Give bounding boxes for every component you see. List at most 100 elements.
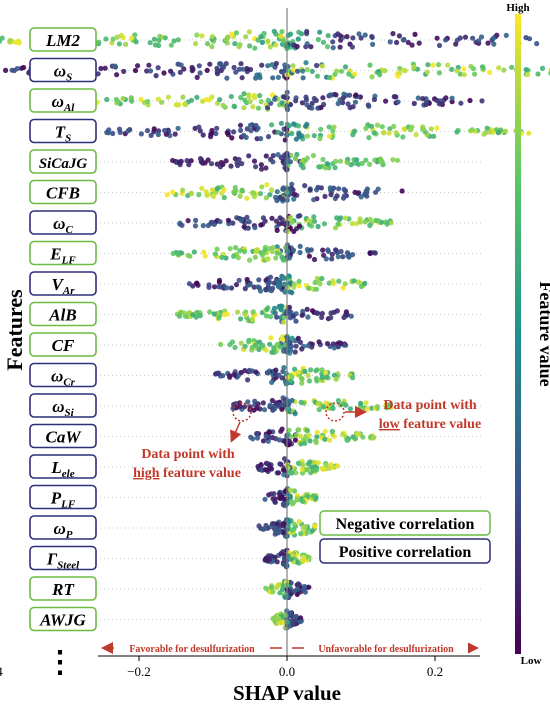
shap-point (309, 528, 315, 534)
shap-point (270, 588, 276, 595)
shap-point (484, 125, 490, 131)
shap-point (217, 61, 223, 67)
shap-point (400, 134, 406, 140)
shap-point (425, 62, 431, 68)
shap-point (262, 407, 268, 413)
shap-point (297, 433, 303, 439)
shap-point (171, 38, 177, 44)
shap-point (338, 248, 344, 255)
shap-point (335, 463, 341, 469)
shap-point (271, 28, 277, 34)
shap-point (259, 252, 266, 258)
shap-point (323, 462, 329, 468)
shap-point (170, 250, 176, 257)
shap-point (294, 43, 300, 50)
shap-point (478, 34, 485, 40)
feature-label: Lele (50, 458, 74, 480)
shap-point (153, 73, 159, 79)
shap-point (327, 185, 333, 191)
shap-point (259, 184, 265, 190)
shap-point (307, 187, 313, 193)
shap-point (319, 314, 325, 320)
shap-point (253, 369, 259, 375)
shap-point (491, 41, 497, 47)
shap-point (289, 219, 295, 225)
shap-point (337, 44, 343, 50)
shap-point (302, 183, 308, 189)
shap-point (322, 436, 328, 442)
shap-point (285, 432, 291, 438)
shap-point (369, 34, 375, 41)
shap-point (374, 404, 380, 410)
shap-point (352, 189, 358, 195)
feature-label: TS (55, 123, 72, 145)
shap-point (234, 160, 240, 166)
shap-point (162, 35, 168, 41)
shap-point (307, 438, 313, 444)
shap-point (324, 341, 331, 347)
shap-point (270, 159, 276, 165)
shap-point (321, 221, 327, 227)
shap-point (165, 94, 171, 100)
feature-labels: LM2 ωS ωAl TS SiCaJG CFB ωC ELF VAr AlB CF ωCr ωSi Ca… (29, 27, 97, 632)
shap-point (334, 68, 340, 74)
shap-point (246, 339, 252, 345)
shap-point (323, 256, 329, 262)
shap-point (436, 62, 442, 68)
shap-point (269, 349, 275, 355)
shap-point (193, 217, 199, 223)
shap-point (278, 307, 284, 313)
shap-point (393, 130, 399, 136)
shap-point (238, 340, 244, 346)
shap-point (387, 39, 393, 45)
shap-point (304, 467, 310, 473)
shap-point (413, 132, 419, 138)
shap-point (269, 122, 275, 128)
feature-label: CFB (46, 184, 80, 203)
shap-point (266, 556, 272, 563)
shap-point (328, 310, 334, 316)
shap-point (224, 75, 230, 81)
shap-point (327, 437, 333, 443)
shap-point (353, 92, 359, 98)
shap-point (268, 314, 274, 320)
shap-point (295, 36, 301, 42)
x-axis-ticks: −0.4−0.20.00.20.4 (0, 656, 443, 679)
shap-point (319, 310, 325, 317)
shap-point (318, 126, 324, 132)
shap-point (367, 216, 373, 222)
feature-label-box (29, 88, 97, 113)
shap-point (342, 215, 348, 221)
shap-point (253, 342, 259, 348)
feature-label: ωP (53, 519, 72, 541)
shap-point (219, 254, 225, 260)
shap-point (480, 65, 486, 71)
shap-point (300, 75, 306, 81)
feature-label-box (29, 27, 97, 52)
shap-point (335, 31, 341, 37)
shap-point (220, 102, 226, 108)
shap-point (280, 69, 286, 75)
shap-point (350, 35, 356, 41)
shap-point (338, 340, 344, 346)
shap-point (324, 44, 331, 50)
shap-point (313, 97, 319, 104)
shap-point (279, 406, 285, 412)
shap-point (369, 123, 375, 129)
shap-point (289, 527, 295, 533)
shap-point (405, 39, 411, 46)
shap-point (218, 159, 224, 166)
shap-point (288, 214, 294, 221)
shap-point (271, 491, 277, 497)
shap-point (297, 249, 303, 256)
shap-point (138, 131, 144, 137)
shap-point (373, 189, 379, 195)
shap-point (241, 249, 248, 255)
shap-point (367, 222, 373, 229)
shap-point (420, 96, 426, 102)
shap-point (274, 197, 280, 204)
shap-point (223, 255, 229, 261)
shap-point (289, 397, 295, 404)
shap-point (286, 255, 293, 261)
shap-point (263, 585, 269, 591)
